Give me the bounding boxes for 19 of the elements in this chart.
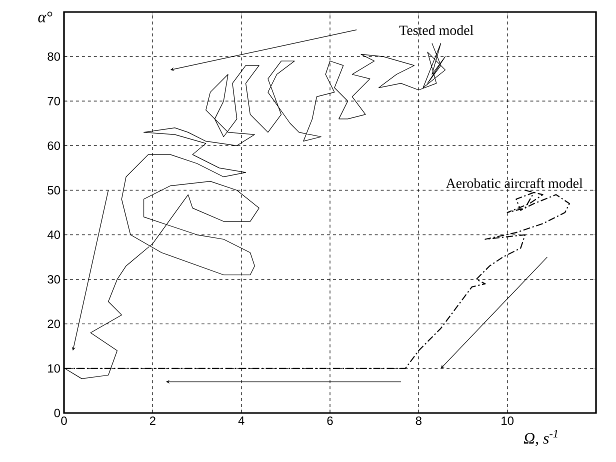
- annotation: Aerobatic aircraft model: [446, 178, 583, 188]
- y-tick-label: 50: [48, 186, 60, 194]
- x-tick-label: 10: [502, 416, 514, 425]
- y-tick-label: 20: [48, 320, 60, 328]
- y-tick-label: 60: [48, 141, 60, 150]
- y-tick-label: 10: [48, 364, 60, 373]
- x-tick-label: 0: [61, 416, 67, 425]
- y-tick-label: 30: [48, 275, 60, 284]
- y-axis-title: α°: [38, 12, 52, 22]
- x-tick-label: 2: [150, 416, 156, 425]
- x-tick-label: 8: [416, 416, 422, 425]
- x-tick-label: 4: [238, 416, 244, 425]
- annotation: Tested model: [399, 25, 474, 35]
- y-tick-label: 80: [48, 52, 60, 61]
- y-tick-label: 0: [54, 408, 60, 418]
- x-axis-title: Ω, s$^{-1}$: [524, 430, 558, 446]
- y-tick-label: 70: [48, 96, 60, 106]
- x-tick-label: 6: [327, 416, 333, 425]
- y-tick-label: 40: [47, 230, 60, 239]
